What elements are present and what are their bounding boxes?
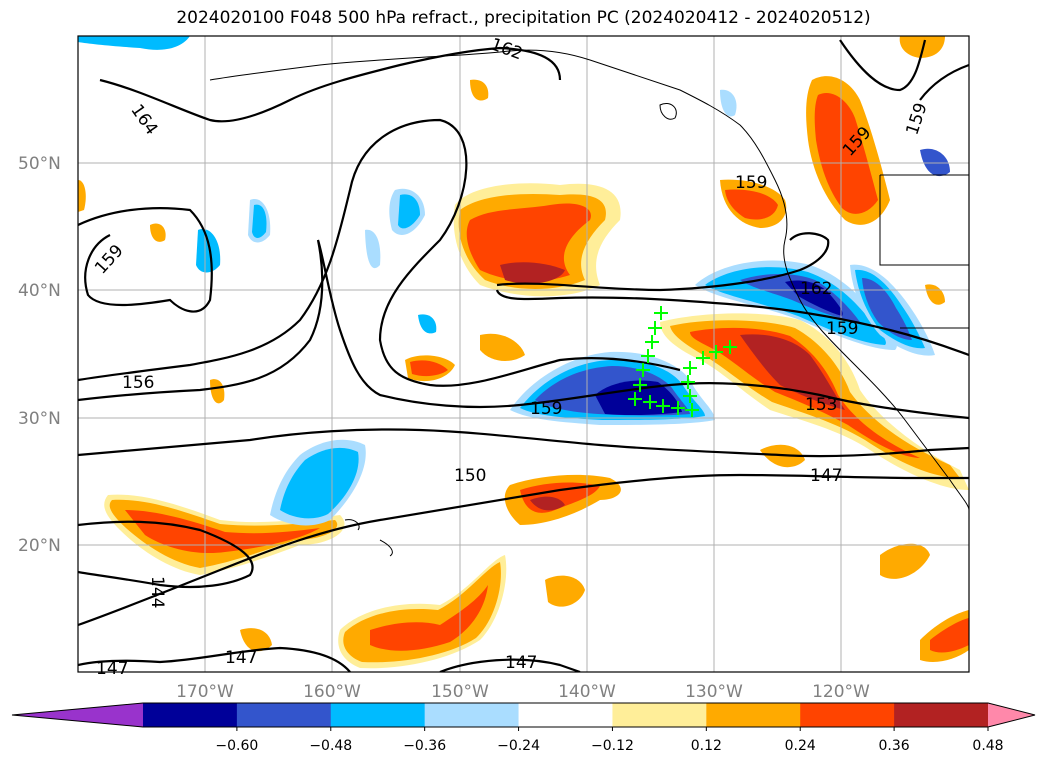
colorbar-ticks: −0.60 −0.48 −0.36 −0.24 −0.12 0.12 0.24 0.36 0.4… [215, 727, 1004, 754]
track-marker [643, 395, 657, 409]
contour-label: 147 [810, 466, 842, 486]
track-marker [656, 399, 670, 413]
colorbar-bin [424, 703, 520, 727]
colorbar-bin [800, 703, 895, 727]
lat-label-50n: 50°N [18, 154, 61, 174]
colorbar-bin [518, 703, 613, 727]
lon-label-130w: 130°W [685, 682, 743, 702]
refractivity-contours [78, 39, 969, 672]
contour-label: 153 [805, 395, 837, 415]
colorbar-bin [612, 703, 707, 727]
colorbar-tick-label: 0.48 [972, 738, 1003, 754]
lat-label-30n: 30°N [18, 409, 61, 429]
map-title: 2024020100 F048 500 hPa refract., precip… [176, 8, 871, 28]
contour-label: 147 [225, 648, 257, 668]
colorbar-tick-label: −0.60 [215, 738, 258, 754]
lon-label-170w: 170°W [176, 682, 234, 702]
contour-label: 159 [826, 319, 858, 339]
lat-label-20n: 20°N [18, 536, 61, 556]
track-marker [645, 335, 659, 349]
colorbar-tick-label: 0.24 [785, 738, 816, 754]
graticule [78, 36, 969, 672]
colorbar-bin [236, 703, 332, 727]
contour-label: 144 [147, 576, 167, 608]
lon-label-160w: 160°W [303, 682, 361, 702]
contour-label: 156 [122, 373, 154, 393]
contour-label: 150 [454, 466, 486, 486]
track-marker [654, 306, 668, 320]
colorbar-tick-label: 0.36 [879, 738, 910, 754]
colorbar-bin [330, 703, 426, 727]
lon-label-150w: 150°W [431, 682, 489, 702]
colorbar-tick-label: −0.36 [403, 738, 446, 754]
lon-label-140w: 140°W [558, 682, 616, 702]
track-marker [628, 392, 642, 406]
colorbar-bin [706, 703, 801, 727]
contour-label: 159 [530, 399, 562, 419]
colorbar-extend-min [12, 703, 143, 727]
colorbar-tick-label: −0.24 [497, 738, 540, 754]
track-marker [685, 403, 699, 417]
track-marker [636, 363, 650, 377]
lat-label-40n: 40°N [18, 281, 61, 301]
track-marker [648, 321, 662, 335]
track-marker [671, 401, 685, 415]
track-markers [628, 306, 737, 417]
colorbar-tick-label: 0.12 [691, 738, 722, 754]
colorbar-bin [143, 703, 238, 727]
colorbar-outline [11, 702, 1036, 728]
map-frame [77, 35, 970, 673]
track-marker [633, 378, 647, 392]
colorbar-tick-label: −0.48 [309, 738, 352, 754]
contour-label: 147 [505, 653, 537, 673]
track-marker [709, 345, 723, 359]
colorbar-tick-label: −0.12 [591, 738, 634, 754]
colorbar-extend-max [988, 703, 1035, 727]
track-marker [683, 389, 697, 403]
contour-label: 147 [96, 659, 128, 679]
contour-label: 162 [800, 279, 832, 299]
track-marker [641, 349, 655, 363]
track-marker [683, 361, 697, 375]
contour-label: 159 [735, 173, 767, 193]
latitude-labels: 50°N 40°N 30°N 20°N [18, 154, 61, 556]
track-marker [696, 351, 710, 365]
colorbar [11, 702, 1036, 728]
lon-label-120w: 120°W [812, 682, 870, 702]
longitude-labels: 170°W 160°W 150°W 140°W 130°W 120°W [176, 682, 870, 702]
track-marker [723, 340, 737, 354]
coastlines [209, 49, 969, 557]
colorbar-bin [894, 703, 989, 727]
track-marker [681, 375, 695, 389]
